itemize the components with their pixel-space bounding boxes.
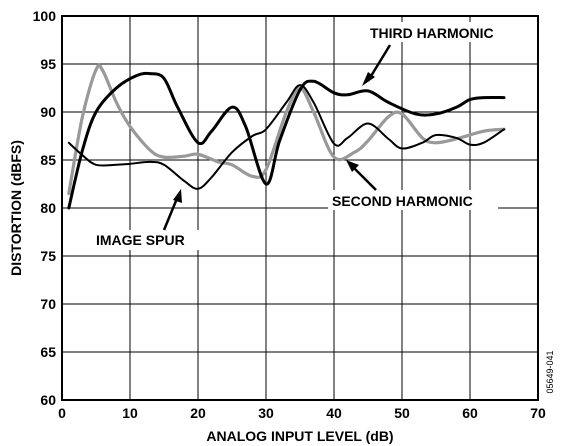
y-tick-labels: 60 65 70 75 80 85 90 95 100 [33, 8, 57, 408]
y-tick-label-4: 80 [40, 200, 56, 216]
series-line-second-harmonic [67, 63, 506, 196]
x-tick-label-7: 70 [530, 405, 546, 421]
annotation-third-harmonic-bg [366, 22, 518, 42]
series-line-image-spur [67, 84, 505, 190]
x-tick-label-3: 30 [258, 405, 274, 421]
annotation-second-harmonic-bg [328, 190, 498, 210]
x-tick-label-6: 60 [462, 405, 478, 421]
annotation-second-harmonic: SECOND HARMONIC [332, 193, 473, 209]
plot-frame [61, 15, 539, 401]
annotation-second-harmonic-arrowhead [346, 160, 359, 172]
x-tick-label-5: 50 [394, 405, 410, 421]
y-tick-label-6: 90 [40, 104, 56, 120]
y-tick-label-3: 75 [40, 248, 56, 264]
y-tick-label-1: 65 [40, 344, 56, 360]
x-tick-label-1: 10 [122, 405, 138, 421]
annotation-image-spur-bg [92, 230, 200, 250]
annotation-image-spur-arrow [162, 195, 180, 231]
series-lines [67, 63, 506, 210]
annotation-second-harmonic-arrow [350, 164, 377, 191]
x-tick-label-4: 40 [326, 405, 342, 421]
y-axis-title: DISTORTION (dBFS) [8, 140, 24, 276]
x-tick-label-2: 20 [190, 405, 206, 421]
annotation-image-spur: IMAGE SPUR [96, 232, 185, 248]
annotation-third-harmonic-arrowhead [362, 72, 375, 86]
x-tick-labels: 0 10 20 30 40 50 60 70 [58, 405, 546, 421]
x-tick-label-0: 0 [58, 405, 66, 421]
y-tick-label-8: 100 [33, 8, 57, 24]
y-tick-label-2: 70 [40, 296, 56, 312]
y-tick-label-5: 85 [40, 152, 56, 168]
annotations: THIRD HARMONIC SECOND HARMONIC IMAGE SPU… [92, 22, 518, 250]
annotation-image-spur-arrowhead [173, 189, 182, 203]
x-axis-title: ANALOG INPUT LEVEL (dB) [206, 428, 393, 444]
y-tick-label-0: 60 [40, 392, 56, 408]
y-tick-label-7: 95 [40, 56, 56, 72]
series-line-third-harmonic [67, 71, 506, 210]
annotation-third-harmonic: THIRD HARMONIC [370, 25, 494, 41]
figure-id: 05649-041 [545, 350, 555, 393]
